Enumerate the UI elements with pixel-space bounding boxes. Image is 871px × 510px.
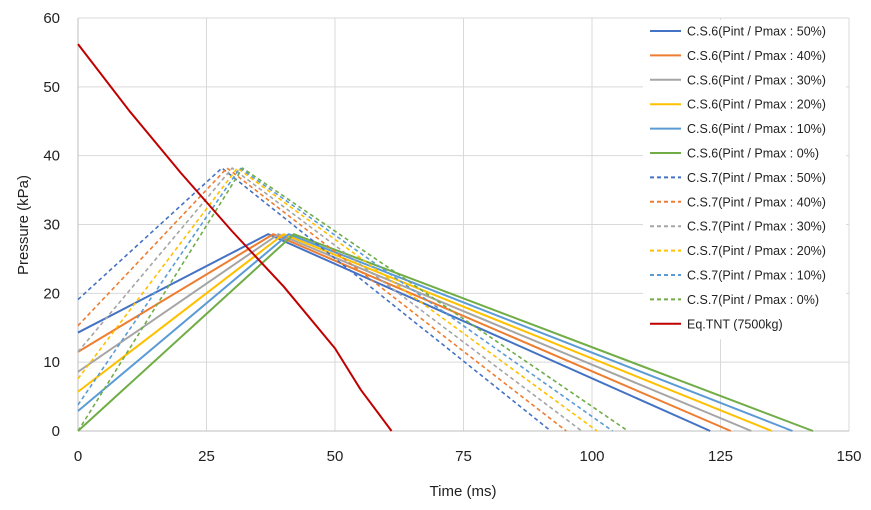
- legend: C.S.6(Pint / Pmax : 50%) C.S.6(Pint / Pma…: [643, 20, 846, 340]
- series-line: [77, 167, 629, 432]
- y-tick-label: 0: [52, 423, 60, 440]
- x-tick-label: 75: [455, 448, 472, 465]
- legend-label: C.S.6(Pint / Pmax : 10%): [687, 122, 826, 136]
- y-tick-label: 30: [43, 217, 60, 234]
- legend-label: C.S.7(Pint / Pmax : 50%): [687, 171, 826, 185]
- series-line: [77, 167, 598, 432]
- legend-label: C.S.6(Pint / Pmax : 40%): [687, 49, 826, 63]
- legend-label: C.S.6(Pint / Pmax : 0%): [687, 147, 819, 161]
- legend-label: C.S.6(Pint / Pmax : 50%): [687, 25, 826, 39]
- series-line: [77, 233, 711, 432]
- axes: [77, 18, 849, 432]
- y-tick-label: 50: [43, 79, 60, 96]
- legend-label: C.S.6(Pint / Pmax : 20%): [687, 98, 826, 112]
- legend-label: Eq.TNT (7500kg): [687, 317, 783, 331]
- series-line: [77, 43, 393, 432]
- legend-label: C.S.7(Pint / Pmax : 30%): [687, 220, 826, 234]
- x-tick-label: 100: [579, 448, 604, 465]
- series-line: [77, 167, 614, 432]
- y-tick-label: 40: [43, 148, 60, 165]
- legend-label: C.S.7(Pint / Pmax : 0%): [687, 293, 819, 307]
- x-tick-label: 0: [74, 448, 82, 465]
- y-tick-label: 20: [43, 285, 60, 302]
- series-line: [77, 233, 814, 432]
- x-tick-label: 25: [198, 448, 215, 465]
- tick-labels: 0 10 20 30 40 50 60 0 25 50 75 100 125 150: [43, 10, 861, 465]
- y-tick-label: 60: [43, 10, 60, 27]
- series-line: [77, 233, 732, 432]
- y-tick-label: 10: [43, 354, 60, 371]
- x-tick-label: 125: [708, 448, 733, 465]
- series-line: [77, 233, 793, 432]
- legend-background: [643, 20, 846, 340]
- y-axis-title: Pressure (kPa): [15, 175, 32, 275]
- x-axis-title: Time (ms): [430, 483, 497, 500]
- legend-label: C.S.7(Pint / Pmax : 20%): [687, 244, 826, 258]
- legend-label: C.S.6(Pint / Pmax : 30%): [687, 73, 826, 87]
- series-line: [77, 233, 773, 432]
- series-line: [77, 167, 552, 432]
- data-series: [77, 43, 814, 432]
- legend-label: C.S.7(Pint / Pmax : 40%): [687, 195, 826, 209]
- x-tick-label: 50: [327, 448, 344, 465]
- legend-label: C.S.7(Pint / Pmax : 10%): [687, 269, 826, 283]
- series-line: [77, 167, 583, 432]
- series-line: [77, 167, 567, 432]
- x-tick-label: 150: [836, 448, 861, 465]
- series-line: [77, 233, 752, 432]
